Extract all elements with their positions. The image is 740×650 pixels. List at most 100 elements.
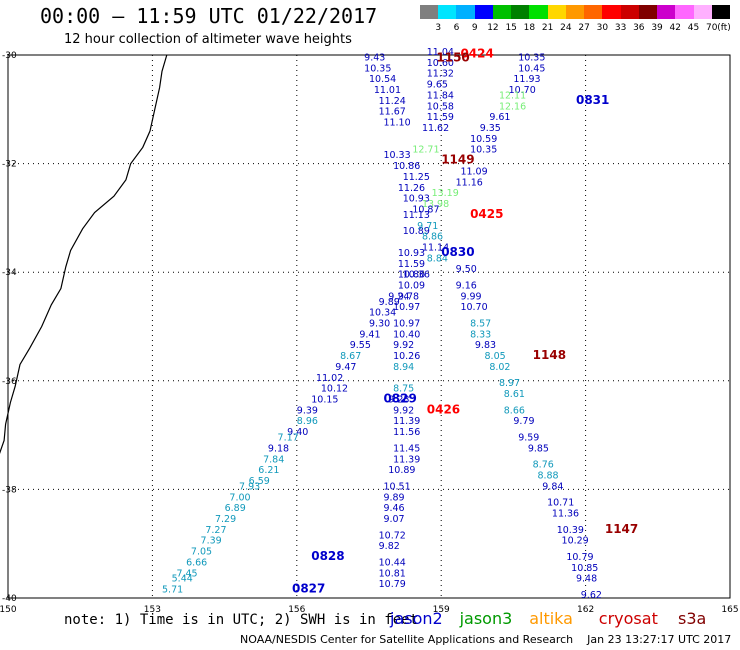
time-label: 1149 <box>441 153 474 167</box>
wave-height-label: 9.83 <box>475 340 496 351</box>
wave-height-label: 11.36 <box>552 509 579 520</box>
lon-tick-label: 165 <box>721 605 738 615</box>
wave-height-label: 8.33 <box>470 329 491 340</box>
wave-height-label: 9.50 <box>456 264 477 275</box>
wave-height-label: 9.89 <box>383 492 404 503</box>
wave-height-label: 5.71 <box>162 585 183 596</box>
wave-height-label: 10.40 <box>393 329 420 340</box>
time-label: 0827 <box>292 582 325 596</box>
footer-note: note: 1) Time is in UTC; 2) SWH is in fe… <box>64 612 418 628</box>
wave-height-label: 9.71 <box>417 221 438 232</box>
wave-height-label: 9.18 <box>268 443 289 454</box>
wave-height-label: 9.55 <box>350 340 371 351</box>
wave-height-label: 9.84 <box>542 481 563 492</box>
satellite-name: cryosat <box>599 609 658 628</box>
wave-height-label: 10.71 <box>547 498 574 509</box>
wave-height-label: 10.97 <box>393 319 420 330</box>
wave-height-label: 10.15 <box>311 395 338 406</box>
lon-tick-label: 162 <box>577 605 594 615</box>
wave-height-label: 8.66 <box>504 405 525 416</box>
wave-height-label: 11.39 <box>393 416 420 427</box>
time-label: 1147 <box>605 522 638 536</box>
lat-tick-label: -30 <box>2 51 17 61</box>
wave-height-label: 6.89 <box>225 503 246 514</box>
wave-height-label: 11.45 <box>393 443 420 454</box>
satellite-name: jason3 <box>460 609 513 628</box>
wave-height-label: 9.99 <box>460 291 481 302</box>
time-label: 0425 <box>470 207 503 221</box>
time-label: 0831 <box>576 93 609 107</box>
wave-height-label: 12.11 <box>499 90 526 101</box>
lon-tick-label: 150 <box>0 605 17 615</box>
wave-height-label: 11.02 <box>316 373 343 384</box>
wave-height-label: 9.79 <box>513 416 534 427</box>
wave-height-label: 13.19 <box>432 188 459 199</box>
wave-height-label: 11.25 <box>403 172 430 183</box>
wave-height-label: 11.16 <box>456 177 483 188</box>
wave-height-label: 8.67 <box>340 351 361 362</box>
lat-tick-label: -32 <box>2 160 17 170</box>
satellite-name: s3a <box>678 609 706 628</box>
wave-height-label: 10.12 <box>321 384 348 395</box>
wave-height-label: 10.54 <box>369 74 396 85</box>
footer-credit: NOAA/NESDIS Center for Satellite Applica… <box>240 633 731 646</box>
wave-height-label: 11.84 <box>427 90 454 101</box>
time-label: 1148 <box>533 348 566 362</box>
wave-height-label: 10.87 <box>412 204 439 215</box>
wave-height-label: 9.30 <box>369 319 390 330</box>
wave-height-label: 6.66 <box>186 557 207 568</box>
wave-height-label: 11.59 <box>427 112 454 123</box>
wave-height-label: 7.84 <box>263 454 284 465</box>
lat-tick-label: -38 <box>2 485 17 495</box>
time-label: 0829 <box>383 392 416 406</box>
wave-height-label: 7.93 <box>239 481 260 492</box>
wave-height-label: 9.65 <box>427 80 448 91</box>
wave-height-points: 9.4310.3510.5411.0111.2411.6711.1010.331… <box>162 47 602 601</box>
wave-height-label: 7.17 <box>278 433 299 444</box>
wave-height-label: 11.67 <box>379 107 406 118</box>
lat-tick-label: -34 <box>2 268 17 278</box>
wave-height-label: 9.59 <box>518 433 539 444</box>
wave-height-label: 10.09 <box>398 280 425 291</box>
wave-height-label: 10.51 <box>383 481 410 492</box>
wave-height-label: 8.61 <box>504 389 525 400</box>
time-label: 1150 <box>436 51 469 65</box>
wave-height-label: 10.79 <box>566 552 593 563</box>
wave-height-label: 7.00 <box>229 492 250 503</box>
wave-height-label: 9.78 <box>398 291 419 302</box>
wave-height-label: 9.82 <box>379 541 400 552</box>
wave-height-label: 8.97 <box>499 378 520 389</box>
wave-height-label: 7.29 <box>215 514 236 525</box>
wave-height-label: 9.43 <box>364 52 385 63</box>
wave-height-label: 10.29 <box>562 536 589 547</box>
wave-height-label: 10.59 <box>470 134 497 145</box>
wave-height-label: 10.70 <box>460 302 487 313</box>
wave-height-label: 9.41 <box>359 329 380 340</box>
lat-tick-label: -36 <box>2 377 17 387</box>
wave-height-label: 8.05 <box>485 351 506 362</box>
wave-height-label: 8.57 <box>470 319 491 330</box>
wave-height-label: 6.21 <box>258 465 279 476</box>
wave-height-label: 10.39 <box>557 525 584 536</box>
wave-height-label: 11.39 <box>393 454 420 465</box>
wave-height-label: 9.16 <box>456 280 477 291</box>
wave-height-label: 9.07 <box>383 514 404 525</box>
coastline <box>0 55 167 479</box>
time-label: 0828 <box>311 549 344 563</box>
wave-height-label: 7.39 <box>201 536 222 547</box>
lat-tick-label: -40 <box>2 594 17 604</box>
wave-height-label: 11.32 <box>427 69 454 80</box>
wave-height-label: 10.58 <box>427 101 454 112</box>
wave-height-label: 9.48 <box>576 574 597 585</box>
wave-height-label: 9.35 <box>480 123 501 134</box>
wave-height-label: 10.97 <box>393 302 420 313</box>
wave-height-label: 10.79 <box>379 579 406 590</box>
wave-height-label: 11.62 <box>422 123 449 134</box>
wave-height-label: 10.89 <box>388 465 415 476</box>
satellite-name: jason2 <box>390 609 443 628</box>
time-label: 0830 <box>441 245 474 259</box>
wave-height-label: 7.27 <box>205 525 226 536</box>
wave-height-label: 12.71 <box>412 145 439 156</box>
wave-height-label: 10.26 <box>393 351 420 362</box>
coastline-path <box>0 55 167 479</box>
